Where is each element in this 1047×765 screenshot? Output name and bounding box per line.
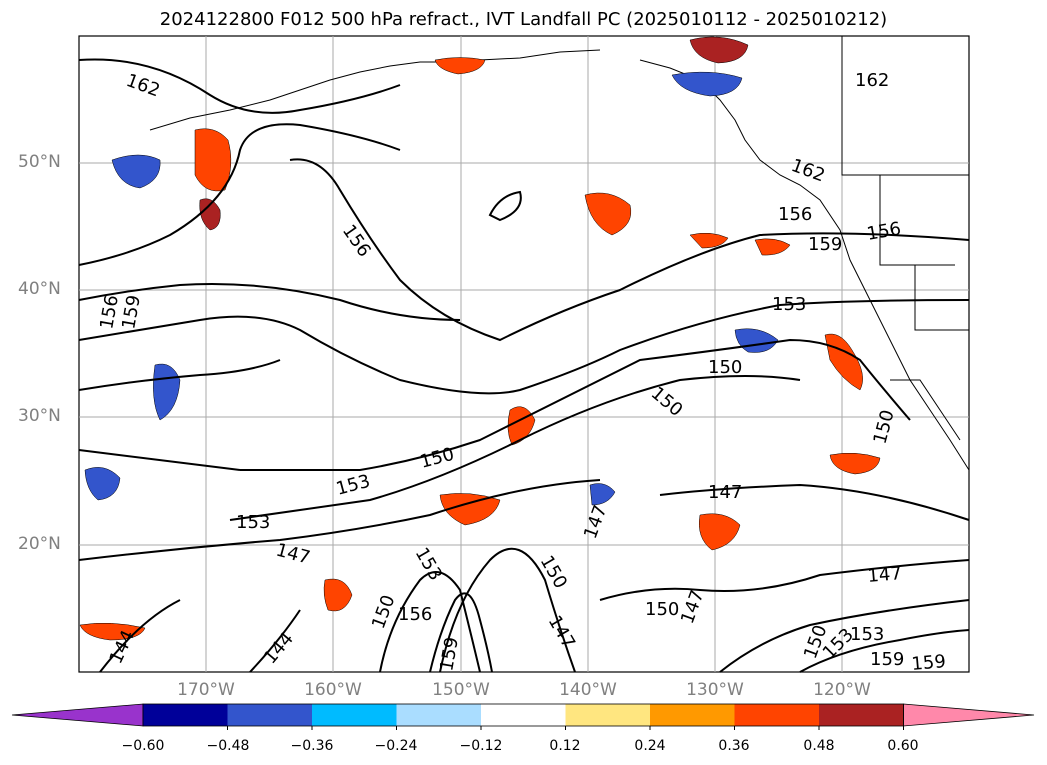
- colorbar-extend-low: [11, 703, 144, 727]
- colorbar-tick-label: 0.48: [803, 738, 835, 754]
- contour-label: 156: [398, 604, 432, 625]
- colorbar-outline: [142, 703, 904, 727]
- contour-label: 159: [911, 651, 947, 675]
- lat-label: 40°N: [18, 279, 61, 299]
- colorbar-segment: [396, 704, 481, 726]
- lon-label: 170°W: [177, 680, 235, 700]
- contour-label: 150: [645, 599, 679, 620]
- shade-blob: [689, 36, 749, 64]
- contour-label: 147: [708, 482, 742, 503]
- contour-label: 162: [855, 70, 889, 91]
- contour-label: 150: [708, 357, 742, 378]
- colorbar-tick-label: −0.48: [206, 738, 250, 754]
- shade-blob: [689, 232, 729, 249]
- height-contours: [78, 58, 970, 673]
- lat-label: 30°N: [18, 406, 61, 426]
- shade-blob: [671, 71, 743, 97]
- colorbar-segment: [650, 704, 735, 726]
- contour-label: 153: [772, 294, 806, 315]
- colorbar: [11, 703, 1035, 730]
- shade-blob: [199, 198, 221, 231]
- shade-blob: [84, 467, 121, 501]
- shade-blob: [829, 452, 881, 475]
- lon-label: 150°W: [432, 680, 490, 700]
- colorbar-tick-label: 0.24: [634, 738, 666, 754]
- contour-label: 159: [808, 234, 842, 255]
- shade-blob: [434, 57, 486, 75]
- shade-blob: [323, 578, 353, 612]
- colorbar-tick-label: 0.60: [887, 738, 919, 754]
- shade-blob: [111, 154, 161, 189]
- contour-label: 153: [850, 624, 884, 645]
- contour-label: 153: [236, 512, 270, 533]
- lon-label: 140°W: [559, 680, 617, 700]
- lon-label: 120°W: [813, 680, 871, 700]
- lat-label: 50°N: [18, 152, 61, 172]
- shade-blob: [439, 493, 501, 526]
- contour-label: 159: [870, 649, 904, 670]
- shade-blob: [699, 513, 741, 551]
- colorbar-segment: [312, 704, 397, 726]
- contour-label: 147: [867, 563, 903, 587]
- contour-label: 156: [778, 204, 812, 225]
- colorbar-tick-label: −0.12: [459, 738, 503, 754]
- colorbar-segment: [481, 704, 566, 726]
- shade-blob: [584, 192, 632, 236]
- colorbar-extend-high: [903, 703, 1035, 727]
- colorbar-segment: [565, 704, 650, 726]
- shading-layer: [79, 36, 881, 641]
- colorbar-segment: [143, 704, 228, 726]
- lat-label: 20°N: [18, 534, 61, 554]
- colorbar-segment: [734, 704, 819, 726]
- shade-blob: [589, 483, 616, 506]
- colorbar-tick-label: −0.60: [121, 738, 165, 754]
- shade-blob: [79, 622, 146, 641]
- shade-blob: [754, 238, 791, 256]
- colorbar-tick-label: 0.36: [718, 738, 750, 754]
- lon-label: 160°W: [304, 680, 362, 700]
- colorbar-tick-label: 0.12: [549, 738, 581, 754]
- colorbar-tick-label: −0.24: [374, 738, 418, 754]
- colorbar-segment: [819, 704, 904, 726]
- map-title: 2024122800 F012 500 hPa refract., IVT La…: [159, 9, 888, 30]
- shade-blob: [194, 128, 232, 192]
- colorbar-segment: [227, 704, 312, 726]
- lon-label: 130°W: [686, 680, 744, 700]
- colorbar-tick-label: −0.36: [290, 738, 334, 754]
